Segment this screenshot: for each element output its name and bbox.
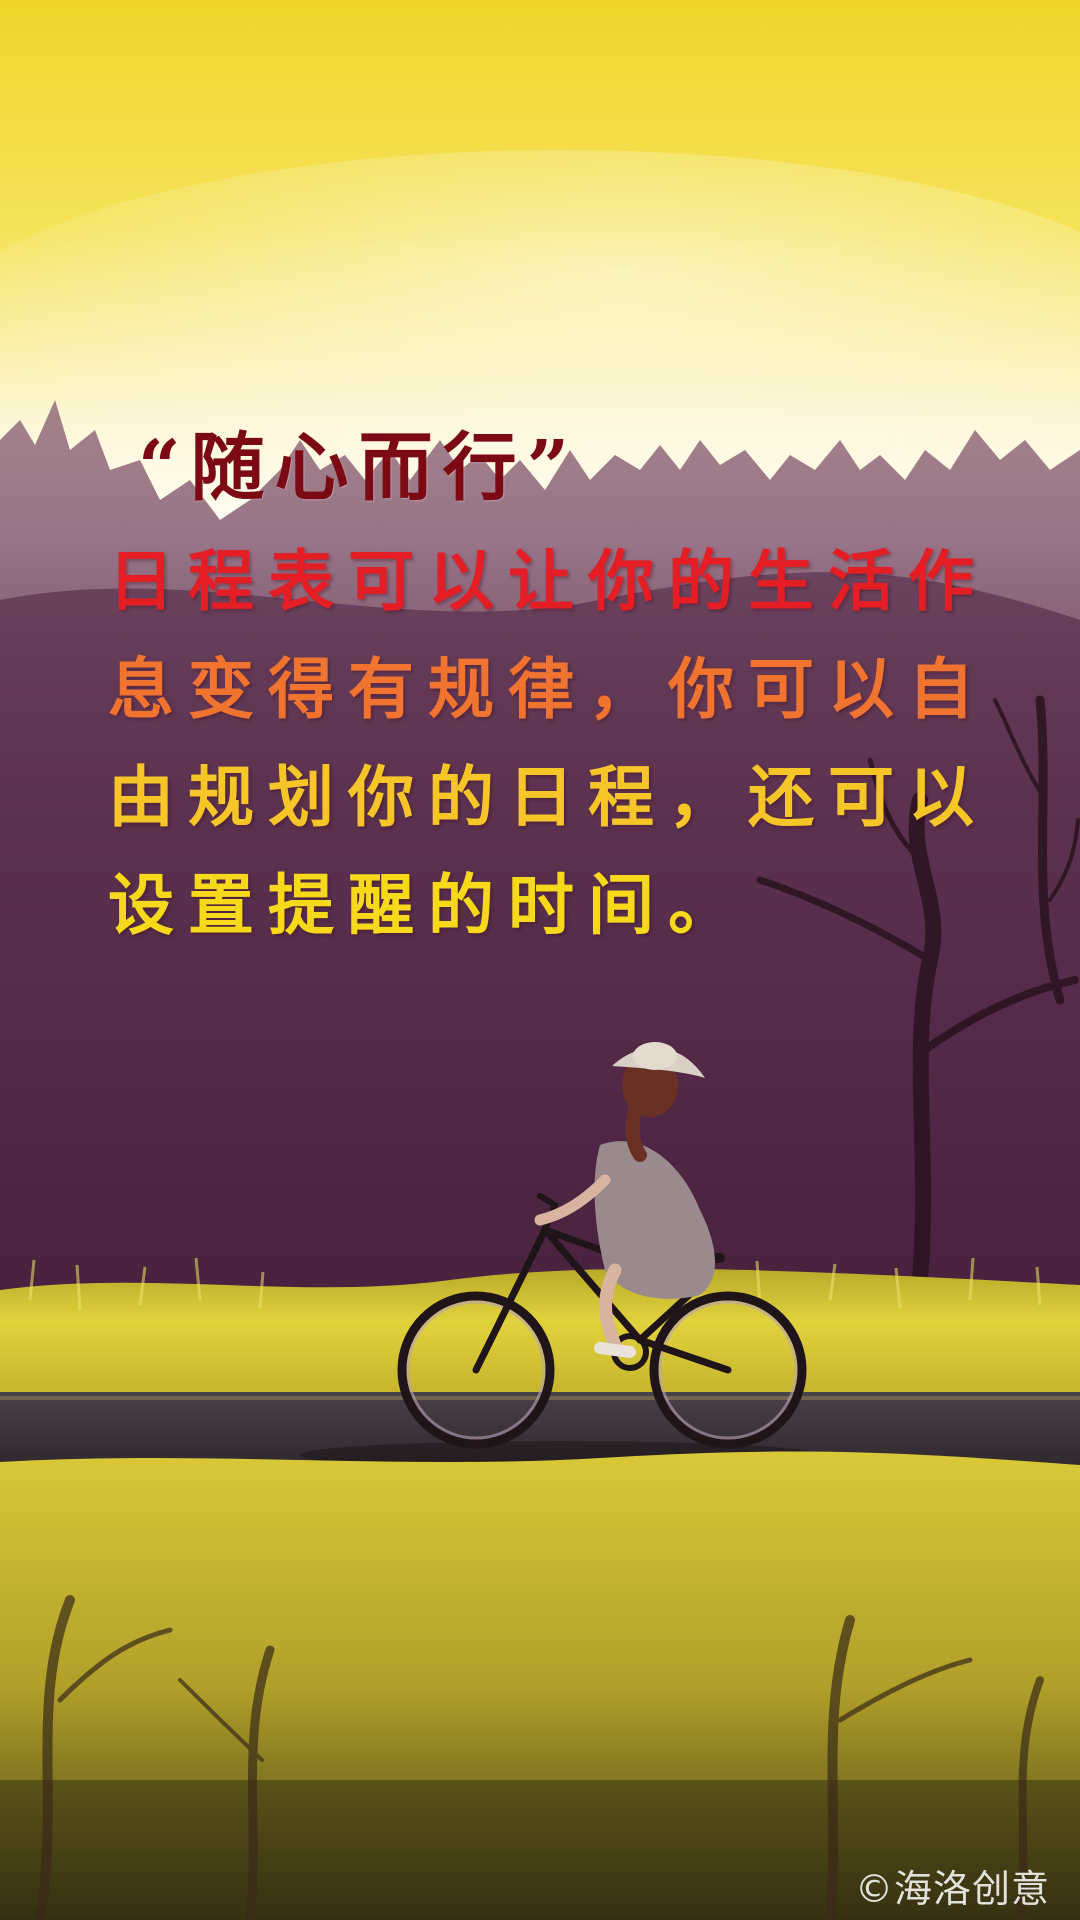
poster-text-line-1: 日程表可以让你的生活作 [108, 542, 988, 620]
poster-text-line-3: 由规划你的日程，还可以 [108, 758, 988, 836]
bicycle [397, 1193, 807, 1449]
poster-text-line-2: 息变得有规律，你可以自 [108, 650, 988, 728]
watermark: ©海洛创意 [854, 1867, 1050, 1911]
rider [534, 1042, 715, 1358]
poster-title: “随心而行” [138, 425, 580, 511]
poster-text-line-4: 设置提醒的时间。 [108, 866, 748, 944]
